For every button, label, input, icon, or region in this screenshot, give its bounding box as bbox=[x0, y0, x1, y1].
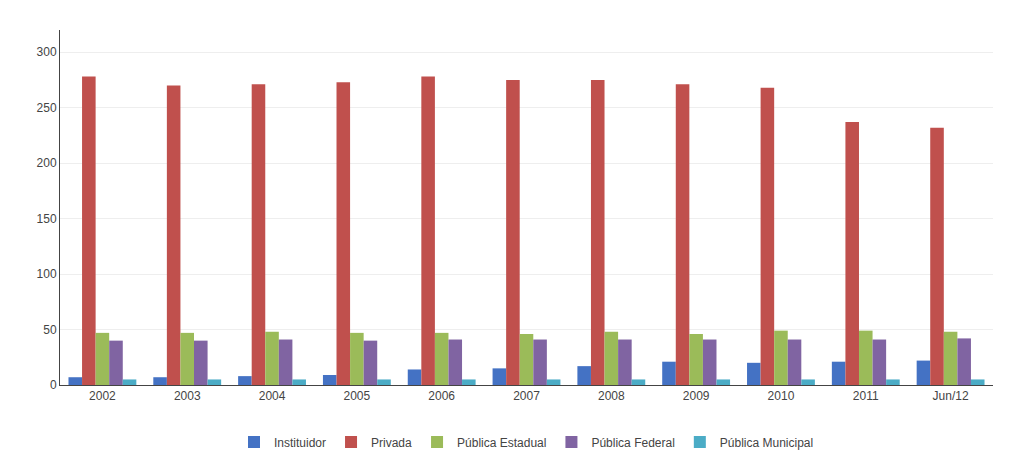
svg-text:300: 300 bbox=[37, 45, 57, 59]
svg-text:2006: 2006 bbox=[428, 389, 455, 403]
svg-text:150: 150 bbox=[37, 212, 57, 226]
svg-text:200: 200 bbox=[37, 156, 57, 170]
svg-text:Jun/12: Jun/12 bbox=[933, 389, 969, 403]
svg-text:Pública Estadual: Pública Estadual bbox=[457, 436, 546, 450]
svg-text:2007: 2007 bbox=[513, 389, 540, 403]
svg-text:100: 100 bbox=[37, 267, 57, 281]
svg-text:2010: 2010 bbox=[768, 389, 795, 403]
svg-text:50: 50 bbox=[43, 323, 57, 337]
svg-text:2011: 2011 bbox=[853, 389, 879, 403]
svg-text:Pública Municipal: Pública Municipal bbox=[720, 436, 813, 450]
svg-text:Privada: Privada bbox=[371, 436, 412, 450]
svg-text:2002: 2002 bbox=[89, 389, 116, 403]
svg-text:2005: 2005 bbox=[344, 389, 371, 403]
svg-text:Instituidor: Instituidor bbox=[274, 436, 326, 450]
svg-text:2004: 2004 bbox=[259, 389, 286, 403]
svg-text:Pública Federal: Pública Federal bbox=[591, 436, 674, 450]
svg-text:2003: 2003 bbox=[174, 389, 201, 403]
svg-text:0: 0 bbox=[50, 378, 57, 392]
svg-text:250: 250 bbox=[37, 101, 57, 115]
svg-text:2009: 2009 bbox=[683, 389, 710, 403]
svg-text:2008: 2008 bbox=[598, 389, 625, 403]
